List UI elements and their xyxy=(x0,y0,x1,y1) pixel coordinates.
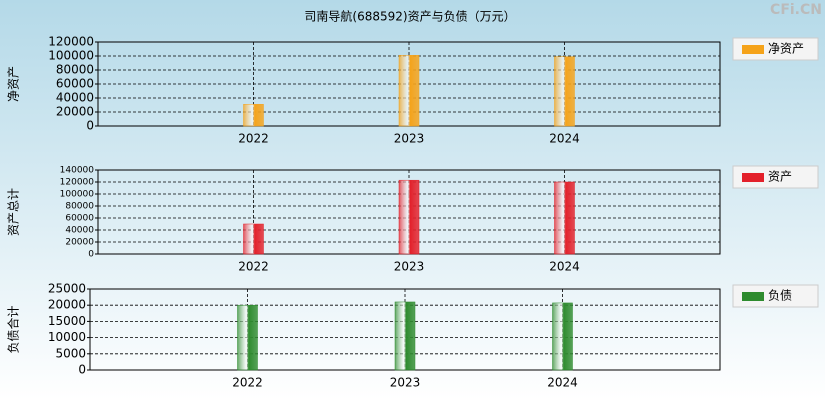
y-tick-label: 15000 xyxy=(48,314,86,328)
bar xyxy=(237,304,258,371)
y-tick-label: 10000 xyxy=(48,330,86,344)
legend-label: 净资产 xyxy=(768,42,804,56)
x-tick-label: 2024 xyxy=(549,132,580,146)
y-tick-label: 0 xyxy=(88,250,94,260)
y-tick-label: 80000 xyxy=(65,202,94,212)
watermark: CFi.CN xyxy=(770,2,822,18)
bar xyxy=(243,104,264,127)
bar xyxy=(554,56,575,127)
y-tick-label: 120000 xyxy=(60,178,95,188)
y-tick-label: 120000 xyxy=(48,35,94,49)
bar xyxy=(398,179,420,255)
y-tick-label: 20000 xyxy=(65,238,94,248)
x-tick-label: 2023 xyxy=(390,376,421,390)
legend-swatch xyxy=(742,45,764,54)
y-axis-label: 资产总计 xyxy=(7,188,21,236)
bar xyxy=(554,181,575,255)
legend-swatch xyxy=(742,173,764,182)
legend-box xyxy=(732,37,819,61)
y-tick-label: 5000 xyxy=(55,346,86,360)
y-tick-label: 20000 xyxy=(48,298,86,312)
x-tick-label: 2022 xyxy=(238,132,269,146)
legend-label: 资产 xyxy=(768,170,792,184)
y-tick-label: 40000 xyxy=(56,91,94,105)
y-tick-label: 60000 xyxy=(65,214,94,224)
y-tick-label: 100000 xyxy=(48,49,94,63)
y-tick-label: 0 xyxy=(78,363,86,377)
x-tick-label: 2023 xyxy=(394,260,425,274)
x-tick-label: 2022 xyxy=(232,376,263,390)
legend-label: 负债 xyxy=(768,289,792,303)
bar xyxy=(398,55,420,127)
bar xyxy=(394,301,416,371)
y-tick-label: 60000 xyxy=(56,77,94,91)
bar xyxy=(552,302,573,371)
x-tick-label: 2023 xyxy=(394,132,425,146)
bar xyxy=(243,223,264,255)
y-tick-label: 100000 xyxy=(60,190,95,200)
legend-swatch xyxy=(742,292,764,301)
legend-box xyxy=(732,284,819,308)
y-tick-label: 140000 xyxy=(60,166,95,176)
y-tick-label: 20000 xyxy=(56,105,94,119)
y-tick-label: 25000 xyxy=(48,282,86,296)
x-tick-label: 2024 xyxy=(547,376,578,390)
x-tick-label: 2022 xyxy=(238,260,269,274)
y-tick-label: 40000 xyxy=(65,226,94,236)
y-axis-label: 净资产 xyxy=(7,66,21,102)
chart-title: 司南导航(688592)资产与负债（万元） xyxy=(304,9,515,24)
y-tick-label: 80000 xyxy=(56,63,94,77)
y-tick-label: 0 xyxy=(86,119,94,133)
legend-box xyxy=(732,165,819,189)
y-axis-label: 负债合计 xyxy=(6,305,21,353)
x-tick-label: 2024 xyxy=(549,260,580,274)
